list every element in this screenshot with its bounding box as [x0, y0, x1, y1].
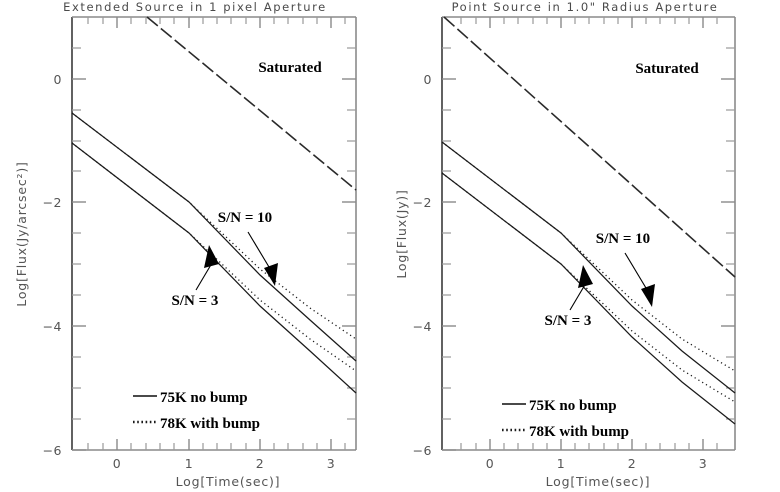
annotation-sn10-label: S/N = 10 [596, 231, 650, 247]
curve-sn10-78k-with-bump [441, 141, 736, 372]
legend-label-78k: 78K with bump [160, 416, 260, 432]
y-axis-ticks [442, 47, 735, 451]
y-ticklabel-minus6: −6 [43, 443, 62, 458]
plot-point-source: 0 −2 −4 −6 0 1 2 3 Log[Time(sec)] Log[Fl… [394, 16, 736, 489]
y-ticklabel-minus2: −2 [413, 195, 432, 210]
curve-sn3-75k-no-bump [71, 142, 357, 394]
annotation-sn3-label: S/N = 3 [172, 293, 219, 309]
annotation-sn3-label: S/N = 3 [545, 313, 592, 329]
panel-title-point-source: Point Source in 1.0" Radius Aperture [451, 0, 719, 14]
annotation-sn10-arrow [624, 252, 655, 307]
x-axis-label: Log[Time(sec)] [546, 474, 651, 489]
y-axis-label: Log[Flux(Jy/arcsec²)] [14, 161, 29, 306]
curve-saturation-limit [443, 16, 736, 278]
y-ticklabel-0: 0 [424, 72, 432, 87]
x-ticklabel-3: 3 [699, 456, 707, 471]
curve-sn3-75k-no-bump [441, 172, 736, 425]
panel-title-extended-source: Extended Source in 1 pixel Aperture [63, 0, 327, 14]
y-ticklabel-minus4: −4 [43, 319, 62, 334]
annotation-sn10-arrow [247, 231, 278, 286]
annotation-sn3-arrow [195, 245, 219, 291]
panel-point-source: Point Source in 1.0" Radius Aperture [390, 0, 780, 492]
curve-sn3-78k-with-bump [441, 172, 736, 403]
y-ticklabel-minus4: −4 [413, 319, 432, 334]
x-ticklabel-0: 0 [486, 456, 494, 471]
x-axis-ticks [87, 17, 346, 450]
x-ticklabel-2: 2 [256, 456, 264, 471]
x-axis-ticks [460, 17, 718, 450]
legend-label-75k: 75K no bump [160, 390, 248, 406]
x-ticklabel-0: 0 [113, 456, 121, 471]
x-ticklabel-1: 1 [557, 456, 565, 471]
y-ticklabel-minus6: −6 [413, 443, 432, 458]
annotation-saturated: Saturated [258, 60, 322, 76]
curve-saturation-limit [146, 16, 357, 191]
x-ticklabel-3: 3 [327, 456, 335, 471]
annotation-saturated: Saturated [635, 61, 699, 77]
y-axis-ticks [72, 47, 356, 451]
plot-extended-source: 0 −2 −4 −6 0 1 2 3 Log[Time(sec)] Log[Fl… [14, 16, 357, 489]
annotation-sn10-label: S/N = 10 [218, 210, 272, 226]
y-ticklabel-0: 0 [54, 72, 62, 87]
x-ticklabel-1: 1 [185, 456, 193, 471]
panel-extended-source: Extended Source in 1 pixel Aperture [14, 0, 357, 489]
y-axis-label: Log[Flux(Jy)] [394, 189, 409, 278]
x-ticklabel-2: 2 [628, 456, 636, 471]
legend-label-75k: 75K no bump [529, 398, 617, 414]
legend: 75K no bump 78K with bump [133, 390, 260, 432]
legend: 75K no bump 78K with bump [502, 398, 629, 440]
annotation-sn3-arrow [569, 265, 593, 311]
curve-sn10-78k-with-bump [71, 112, 357, 340]
y-ticklabel-minus2: −2 [43, 195, 62, 210]
curve-sn10-75k-no-bump [441, 141, 736, 394]
curve-sn10-75k-no-bump [71, 112, 357, 362]
x-axis-label: Log[Time(sec)] [176, 474, 281, 489]
legend-label-78k: 78K with bump [529, 424, 629, 440]
